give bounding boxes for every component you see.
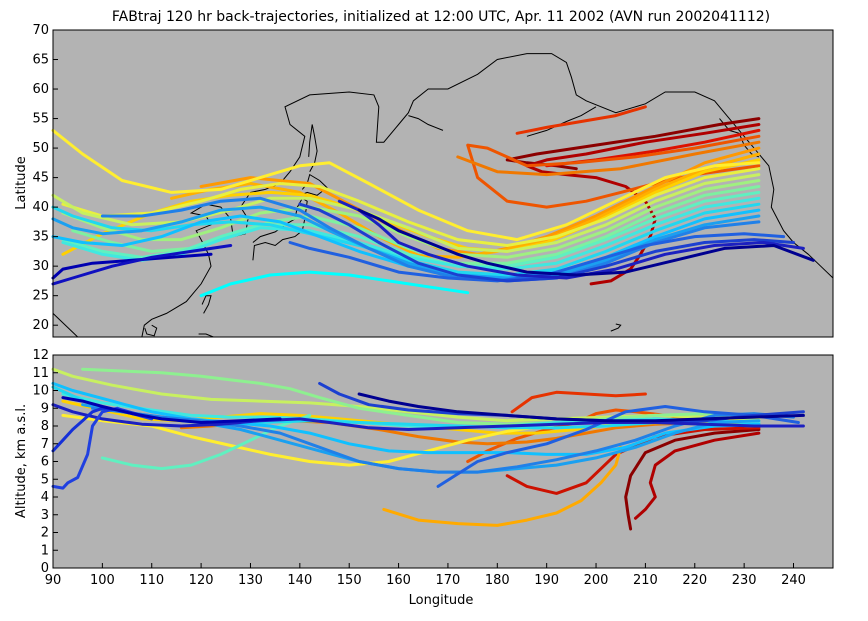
xtick-label: 110 [139, 573, 164, 588]
map-trajectory-12 [61, 179, 761, 259]
xtick-label: 120 [189, 573, 214, 588]
map-y-axis-label: Latitude [14, 156, 29, 210]
map-trajectory-26 [51, 244, 233, 286]
altitude-trajectory-14 [51, 381, 761, 456]
map-ytick-label: 65 [32, 53, 49, 68]
altitude-ytick-label: 0 [41, 561, 49, 576]
altitude-trajectories [51, 367, 805, 531]
altitude-trajectory-2 [505, 426, 761, 495]
xtick-label: 180 [485, 573, 510, 588]
map-trajectory-25 [51, 252, 213, 280]
altitude-y-axis-label: Altitude, km a.s.l. [14, 404, 29, 518]
map-trajectory-5 [456, 140, 761, 177]
map-ytick-label: 25 [32, 289, 49, 304]
map-ytick-label: 40 [32, 200, 49, 215]
x-axis-label: Longitude [409, 593, 474, 608]
altitude-ytick-label: 5 [41, 472, 49, 487]
map-trajectory-22 [298, 202, 795, 283]
xtick-label: 170 [436, 573, 461, 588]
map-trajectory-20 [100, 196, 761, 283]
map-ytick-label: 70 [32, 23, 49, 38]
xtick-label: 230 [732, 573, 757, 588]
map-ytick-label: 30 [32, 259, 49, 274]
altitude-axes-background [53, 355, 833, 568]
map-axes-background [53, 30, 833, 337]
coastline-segment-6 [144, 324, 158, 337]
xtick-label: 160 [386, 573, 411, 588]
altitude-ytick-label: 10 [32, 384, 49, 399]
altitude-trajectory-0 [624, 428, 761, 531]
altitude-ytick-label: 8 [41, 419, 49, 434]
map-ytick-label: 55 [32, 112, 49, 127]
altitude-trajectory-19 [51, 403, 805, 431]
coastline-segment-9 [610, 323, 622, 332]
map-trajectory-3 [515, 105, 647, 135]
altitude-ytick-label: 6 [41, 455, 49, 470]
map-ytick-label: 60 [32, 82, 49, 97]
xtick-label: 220 [682, 573, 707, 588]
map-trajectory-11 [51, 173, 761, 253]
map-ytick-label: 35 [32, 230, 49, 245]
map-trajectory-13 [71, 185, 761, 265]
altitude-trajectory-3 [510, 390, 647, 414]
map-trajectories [51, 105, 815, 298]
altitude-ytick-label: 11 [32, 366, 49, 381]
map-trajectory-1 [525, 123, 761, 286]
map-panel: 20 25 30 35 40 45 50 55 60 65 70 Latitude [14, 23, 834, 338]
xtick-label: 200 [584, 573, 609, 588]
xtick-label: 240 [781, 573, 806, 588]
xtick-label: 100 [90, 573, 115, 588]
altitude-trajectory-10 [81, 367, 761, 426]
map-trajectory-9 [51, 128, 761, 242]
altitude-ytick-label: 1 [41, 543, 49, 558]
xtick-label: 210 [633, 573, 658, 588]
xtick-label: 90 [45, 573, 62, 588]
altitude-x-ticks: 90 100 110 120 130 140 150 160 170 180 190 200 210 22… [45, 563, 806, 588]
altitude-ytick-label: 2 [41, 526, 49, 541]
xtick-label: 130 [238, 573, 263, 588]
altitude-trajectory-17 [436, 405, 800, 488]
xtick-label: 140 [287, 573, 312, 588]
map-trajectory-23 [337, 199, 805, 280]
altitude-ytick-label: 7 [41, 437, 49, 452]
map-trajectory-18 [51, 208, 761, 280]
altitude-trajectory-16 [91, 406, 795, 474]
altitude-trajectory-20 [357, 392, 805, 423]
map-trajectory-17 [199, 270, 470, 298]
map-trajectory-10 [61, 167, 761, 247]
altitude-ytick-label: 9 [41, 401, 49, 416]
altitude-trajectory-1 [634, 431, 761, 520]
coastline-segment-8 [526, 106, 597, 137]
altitude-trajectory-6 [382, 445, 623, 527]
coastline-segment-0 [52, 53, 834, 338]
map-trajectory-21 [288, 232, 786, 283]
map-ytick-label: 45 [32, 171, 49, 186]
altitude-trajectory-23 [61, 396, 282, 424]
xtick-label: 150 [337, 573, 362, 588]
map-axes-frame [52, 29, 834, 338]
altitude-ytick-label: 4 [41, 490, 49, 505]
map-ytick-label: 50 [32, 141, 49, 156]
map-y-ticks: 20 25 30 35 40 45 50 55 60 65 70 [32, 23, 58, 333]
coastline-segment-4 [201, 295, 212, 314]
map-trajectory-24 [357, 208, 815, 277]
map-ytick-label: 20 [32, 318, 49, 333]
xtick-label: 190 [534, 573, 559, 588]
altitude-ytick-label: 3 [41, 508, 49, 523]
coastline-segment-7 [408, 115, 444, 131]
altitude-ytick-label: 12 [32, 348, 49, 363]
figure-title: FABtraj 120 hr back-trajectories, initia… [112, 9, 770, 25]
